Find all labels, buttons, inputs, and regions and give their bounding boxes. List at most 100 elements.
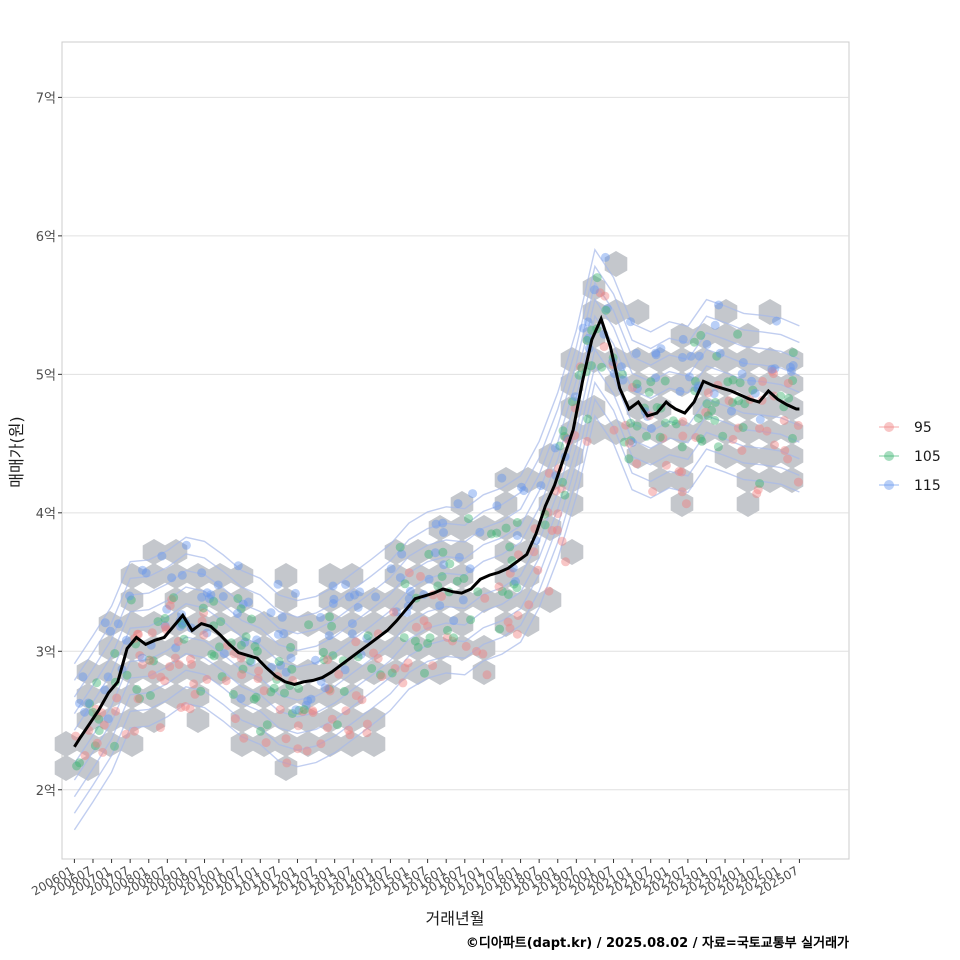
scatter-point: [464, 514, 473, 524]
hex-bin: [274, 563, 298, 589]
scatter-point: [780, 446, 790, 455]
scatter-point: [602, 304, 612, 314]
scatter-point: [788, 361, 798, 370]
scatter-point: [377, 672, 387, 682]
scatter-point: [648, 487, 658, 497]
scatter-point: [276, 660, 286, 670]
scatter-point: [280, 688, 289, 698]
scatter-point: [308, 708, 318, 717]
hex-bin: [76, 659, 100, 685]
scatter-point: [644, 387, 654, 397]
scatter-point: [100, 685, 110, 695]
scatter-point: [137, 653, 147, 663]
hex-bin: [670, 347, 694, 373]
scatter-point: [202, 588, 212, 598]
scatter-point: [250, 642, 260, 651]
hex-bin: [736, 371, 760, 397]
hex-bin: [714, 395, 738, 421]
scatter-point: [513, 611, 523, 620]
scatter-point: [762, 426, 772, 436]
hex-bin: [120, 659, 144, 685]
scatter-point: [215, 642, 224, 652]
scatter-point: [403, 658, 413, 668]
scatter-point: [509, 579, 519, 589]
scatter-point: [553, 509, 563, 519]
scatter-point: [167, 595, 177, 604]
scatter-point: [690, 376, 700, 386]
x-axis-title: 거래년월: [426, 909, 485, 928]
hex-bin: [450, 611, 474, 637]
scatter-point: [186, 654, 195, 664]
scatter-point: [111, 706, 121, 716]
hex-bin: [450, 491, 474, 517]
scatter-point: [411, 622, 421, 632]
scatter-point: [160, 676, 170, 686]
scatter-point: [737, 446, 747, 455]
scatter-point: [618, 375, 628, 385]
hex-bin: [186, 563, 210, 589]
scatter-point: [694, 351, 704, 361]
scatter-point: [324, 631, 334, 641]
density-contour: [73, 281, 800, 698]
scatter-point: [626, 418, 636, 428]
scatter-point: [199, 608, 209, 618]
scatter-point: [247, 614, 256, 624]
legend-label: 115: [914, 478, 941, 494]
scatter-point: [678, 334, 688, 344]
scatter-point: [512, 583, 522, 593]
scatter-point: [327, 621, 337, 631]
scatter-point: [334, 669, 344, 679]
hex-bin: [670, 491, 694, 517]
hex-bin: [274, 611, 298, 637]
hex-bin: [450, 563, 474, 589]
hex-bin: [318, 707, 342, 733]
scatter-point: [758, 376, 768, 386]
scatter-point: [274, 656, 284, 666]
scatter-point: [651, 373, 661, 383]
scatter-point: [209, 596, 219, 606]
scatter-point: [363, 631, 373, 641]
hex-bin: [428, 659, 452, 685]
scatter-point: [122, 670, 132, 680]
scatter-point: [252, 646, 262, 656]
scatter-point: [103, 672, 113, 682]
scatter-point: [157, 551, 167, 561]
scatter-point: [233, 561, 243, 571]
scatter-point: [544, 586, 554, 596]
scatter-point: [103, 714, 113, 724]
scatter-point: [425, 633, 435, 643]
scatter-point: [718, 431, 728, 441]
scatter-point: [578, 323, 588, 333]
scatter-point: [323, 684, 333, 694]
hex-bin: [428, 539, 452, 565]
scatter-point: [147, 628, 157, 638]
scatter-point: [180, 702, 190, 711]
hex-bin: [186, 659, 210, 685]
scatter-point: [92, 678, 102, 688]
hex-bin: [340, 587, 364, 613]
scatter-point: [190, 689, 200, 699]
scatter-point: [589, 285, 599, 295]
scatter-point: [624, 454, 634, 464]
scatter-point: [287, 664, 297, 674]
scatter-point: [294, 683, 304, 693]
hex-bin: [274, 731, 298, 757]
scatter-point: [392, 607, 401, 617]
scatter-point: [793, 420, 803, 430]
scatter-point: [329, 594, 339, 604]
scatter-point: [473, 587, 483, 597]
scatter-point: [298, 706, 308, 716]
scatter-point: [405, 586, 415, 596]
scatter-point: [575, 362, 585, 372]
scatter-point: [205, 594, 214, 604]
scatter-point: [600, 291, 610, 301]
scatter-point: [239, 733, 249, 743]
scatter-point: [601, 305, 611, 315]
hex-bin: [516, 563, 540, 589]
scatter-point: [105, 626, 115, 636]
scatter-point: [793, 477, 803, 487]
scatter-point: [132, 684, 142, 694]
scatter-point: [583, 317, 593, 327]
scatter-point: [80, 707, 90, 717]
scatter-point: [160, 622, 170, 632]
